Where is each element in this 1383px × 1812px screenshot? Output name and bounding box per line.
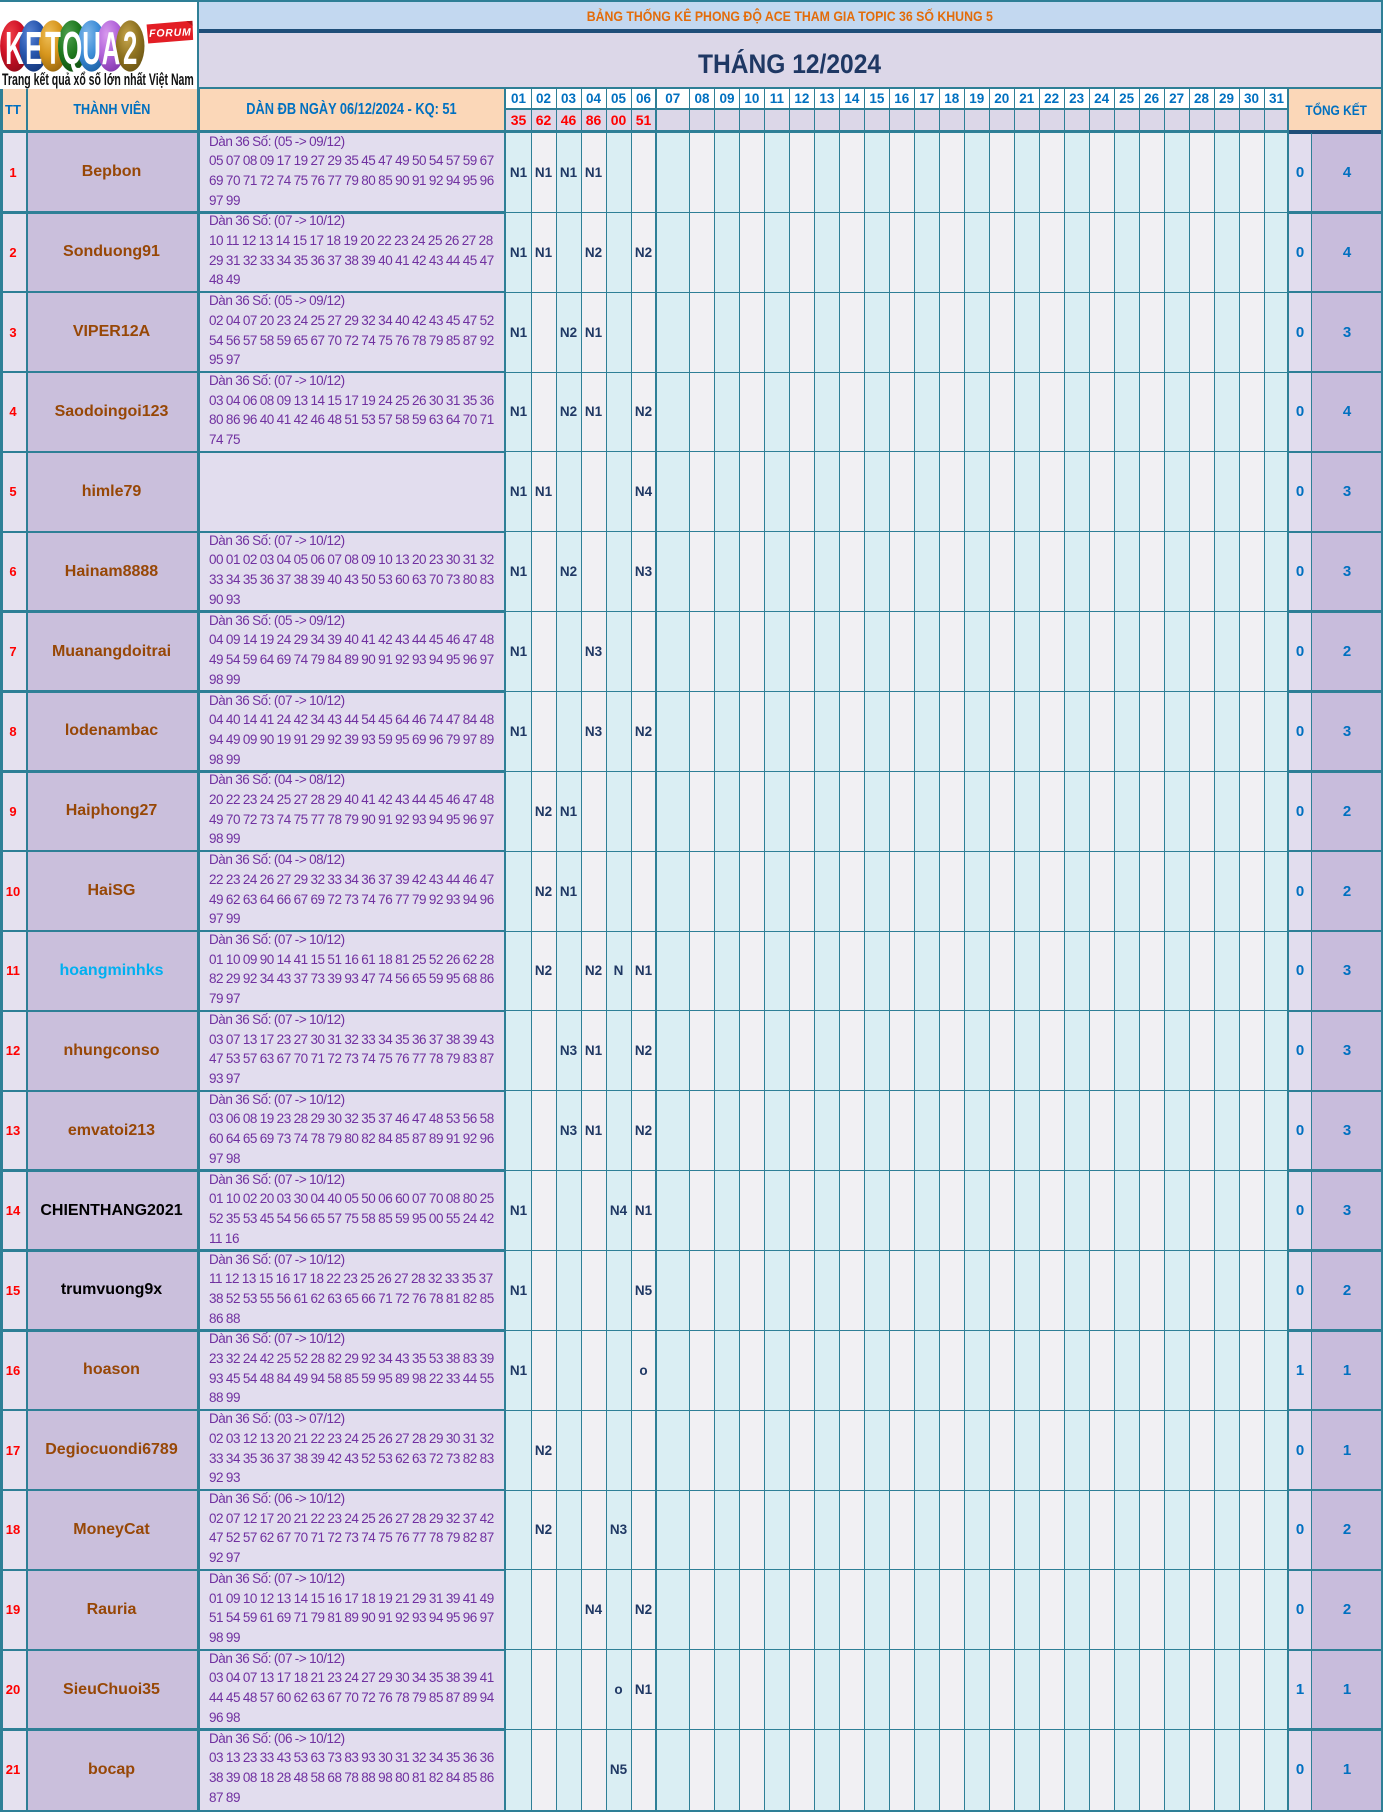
svg-text:FORUM: FORUM <box>149 26 192 39</box>
svg-text:Q: Q <box>62 22 82 74</box>
svg-text:A: A <box>102 22 121 74</box>
svg-text:K: K <box>5 22 24 74</box>
svg-text:2: 2 <box>123 22 137 74</box>
svg-text:U: U <box>82 22 101 74</box>
svg-text:T: T <box>45 22 61 74</box>
svg-text:E: E <box>25 22 42 74</box>
